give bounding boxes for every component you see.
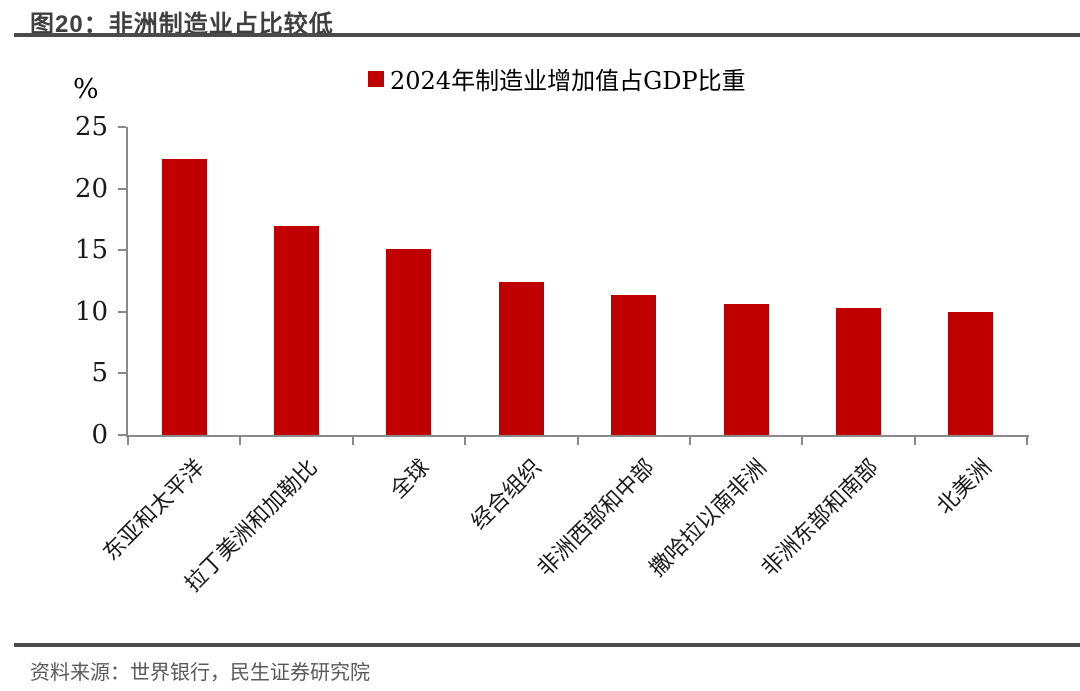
source-divider-rule [14, 643, 1080, 647]
bar-北美洲 [948, 311, 994, 435]
legend-label: 2024年制造业增加值占GDP比重 [390, 67, 746, 95]
x-category-label: 非洲西部和中部 [532, 455, 660, 582]
x-category-label: 撒哈拉以南非洲 [645, 455, 772, 582]
y-tick-label: 20 [74, 173, 108, 204]
y-tick-label: 25 [74, 112, 108, 142]
x-category-label: 北美洲 [932, 455, 997, 520]
legend-swatch-red [368, 70, 384, 87]
y-axis-line [126, 127, 128, 437]
x-tick-mark [239, 437, 242, 445]
y-tick-mark [118, 434, 126, 436]
title-divider-rule [14, 33, 1080, 37]
bar-全球 [386, 248, 432, 435]
bar-东亚和太平洋 [161, 159, 207, 435]
y-tick-mark [118, 187, 126, 190]
x-tick-mark [464, 437, 467, 445]
bar-拉丁美洲和加勒比 [274, 225, 320, 435]
x-tick-mark [576, 437, 579, 445]
x-tick-mark [801, 437, 804, 445]
y-axis-unit-label: % [73, 74, 99, 105]
x-tick-mark [351, 437, 354, 445]
x-category-label: 非洲东部和南部 [757, 455, 885, 582]
bar-经合组织 [498, 282, 544, 435]
source-text: 资料来源：世界银行，民生证券研究院 [30, 662, 370, 684]
y-tick-label: 0 [91, 420, 108, 450]
y-tick-mark [118, 126, 126, 128]
x-tick-mark [1026, 437, 1028, 445]
y-tick-mark [118, 310, 126, 313]
x-axis-line [126, 435, 1029, 437]
chart-legend: 2024年制造业增加值占GDP比重 [368, 61, 746, 96]
y-tick-label: 5 [91, 358, 108, 389]
y-tick-label: 10 [74, 296, 108, 327]
x-category-label: 经合组织 [467, 455, 547, 535]
x-category-label: 东亚和太平洋 [98, 455, 210, 567]
x-tick-mark [127, 437, 129, 445]
bar-非洲东部和南部 [835, 308, 881, 435]
x-tick-mark [688, 437, 691, 445]
x-tick-mark [913, 437, 916, 445]
y-tick-mark [118, 249, 126, 252]
bar-非洲西部和中部 [611, 294, 657, 435]
y-tick-mark [118, 372, 126, 375]
bar-撒哈拉以南非洲 [723, 304, 769, 435]
x-category-label: 全球 [385, 455, 435, 504]
y-tick-label: 15 [74, 235, 108, 266]
